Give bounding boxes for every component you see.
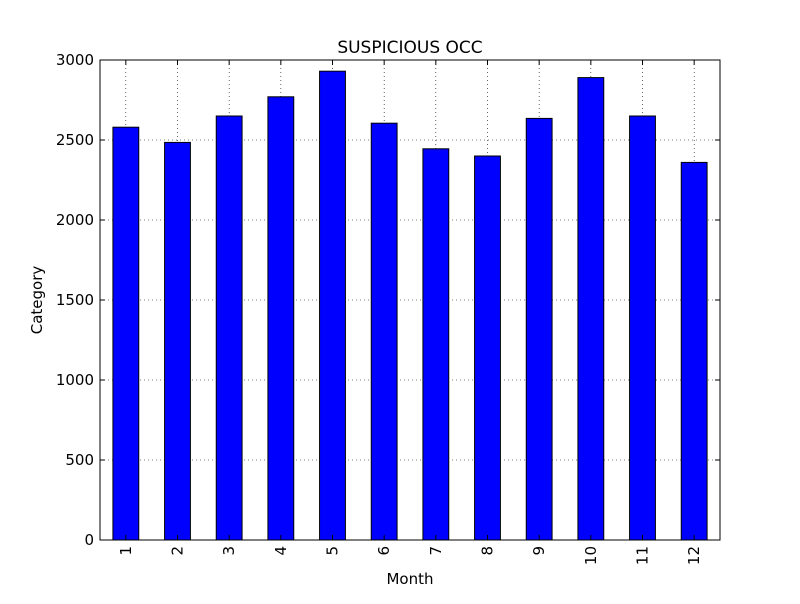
x-tick-label: 7 [427, 546, 445, 556]
x-tick-label: 11 [634, 546, 652, 565]
bar-month-10 [577, 77, 605, 541]
bar-month-4 [267, 96, 295, 541]
x-tick-label: 1 [117, 546, 135, 556]
x-axis-label: Month [386, 570, 433, 588]
bar-month-8 [474, 155, 501, 541]
x-tick-label: 9 [530, 546, 548, 556]
y-tick-label: 0 [84, 531, 94, 549]
x-tick-label: 4 [272, 546, 290, 556]
bar-month-9 [525, 117, 553, 541]
x-tick-label: 8 [479, 546, 497, 556]
y-tick-label: 2000 [56, 211, 94, 229]
bar-month-7 [422, 148, 450, 541]
x-tick-label: 5 [324, 546, 342, 556]
bar-month-3 [215, 115, 243, 541]
bar-month-2 [164, 141, 191, 541]
x-tick-label: 3 [220, 546, 238, 556]
x-tick-label: 6 [375, 546, 393, 556]
bar-month-11 [629, 115, 656, 541]
y-tick-label: 1500 [56, 291, 94, 309]
bars [112, 70, 708, 541]
y-axis-label: Category [28, 266, 46, 335]
y-tick-label: 3000 [56, 51, 94, 69]
x-tick-label: 12 [685, 546, 703, 565]
bar-month-1 [112, 126, 140, 541]
y-tick-label: 2500 [56, 131, 94, 149]
x-tick-label: 2 [169, 546, 187, 556]
bar-month-6 [370, 122, 398, 541]
bar-month-12 [680, 161, 708, 541]
chart-title: SUSPICIOUS OCC [337, 38, 482, 58]
x-tick-label: 10 [582, 546, 600, 565]
bar-month-5 [319, 70, 346, 541]
y-tick-label: 500 [65, 451, 94, 469]
y-tick-label: 1000 [56, 371, 94, 389]
